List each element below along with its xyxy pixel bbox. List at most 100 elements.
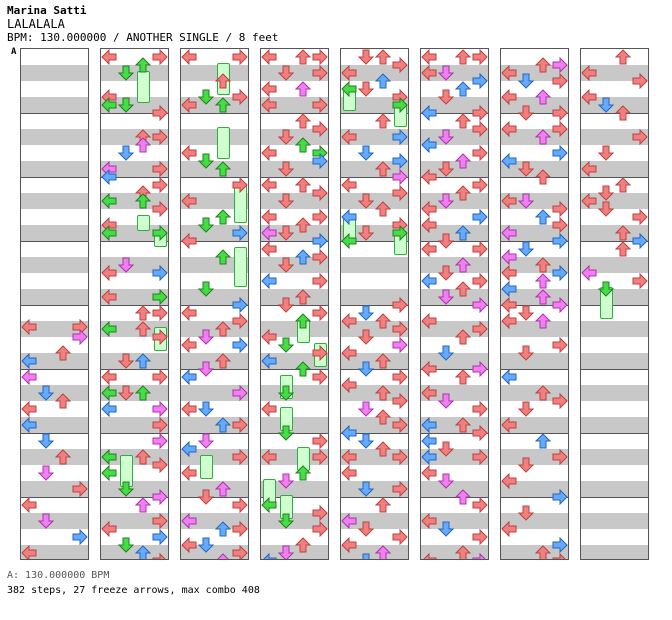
step-arrow-up-icon bbox=[535, 257, 551, 273]
step-arrow-up-icon bbox=[455, 49, 471, 65]
beat-stripe bbox=[341, 97, 408, 113]
step-arrow-up-icon bbox=[215, 209, 231, 225]
measure-line bbox=[181, 177, 248, 178]
step-arrow-right-icon bbox=[392, 153, 408, 169]
measure-line bbox=[581, 369, 648, 370]
measure-line bbox=[341, 369, 408, 370]
beat-stripe bbox=[261, 161, 328, 177]
step-arrow-up-icon bbox=[295, 537, 311, 553]
beat-stripe bbox=[261, 97, 328, 113]
step-arrow-up-icon bbox=[135, 497, 151, 513]
beat-stripe bbox=[421, 161, 488, 177]
beat-stripe bbox=[501, 257, 568, 273]
beat-stripe bbox=[341, 353, 408, 369]
beat-stripe bbox=[341, 289, 408, 305]
step-arrow-right-icon bbox=[232, 225, 248, 241]
step-arrow-left-icon bbox=[421, 433, 437, 449]
step-arrow-up-icon bbox=[135, 321, 151, 337]
measure-line bbox=[21, 433, 88, 434]
beat-stripe bbox=[181, 481, 248, 497]
step-arrow-up-icon bbox=[615, 49, 631, 65]
beat-stripe bbox=[261, 129, 328, 145]
beat-stripe bbox=[21, 353, 88, 369]
beat-stripe bbox=[501, 449, 568, 465]
beat-stripe bbox=[501, 417, 568, 433]
artist-name: Marina Satti bbox=[7, 4, 87, 17]
step-arrow-down-icon bbox=[278, 425, 294, 441]
step-arrow-up-icon bbox=[615, 105, 631, 121]
step-arrow-right-icon bbox=[152, 49, 168, 65]
step-arrow-right-icon bbox=[72, 329, 88, 345]
step-arrow-up-icon bbox=[535, 433, 551, 449]
step-arrow-down-icon bbox=[38, 465, 54, 481]
step-arrow-left-icon bbox=[421, 169, 437, 185]
step-arrow-down-icon bbox=[598, 281, 614, 297]
step-arrow-left-icon bbox=[501, 473, 517, 489]
step-arrow-left-icon bbox=[21, 369, 37, 385]
step-arrow-up-icon bbox=[455, 369, 471, 385]
step-arrow-left-icon bbox=[341, 129, 357, 145]
beat-stripe bbox=[101, 193, 168, 209]
step-arrow-right-icon bbox=[312, 233, 328, 249]
beat-stripe bbox=[421, 481, 488, 497]
step-arrow-up-icon bbox=[215, 73, 231, 89]
measure-line bbox=[341, 241, 408, 242]
measure-line bbox=[581, 113, 648, 114]
beat-stripe bbox=[421, 513, 488, 529]
beat-stripe bbox=[21, 225, 88, 241]
step-arrow-left-icon bbox=[181, 193, 197, 209]
beat-stripe bbox=[341, 481, 408, 497]
step-arrow-right-icon bbox=[312, 521, 328, 537]
beat-stripe bbox=[101, 129, 168, 145]
step-arrow-left-icon bbox=[101, 369, 117, 385]
beat-stripe bbox=[181, 449, 248, 465]
step-arrow-up-icon bbox=[375, 385, 391, 401]
measure-line bbox=[421, 113, 488, 114]
step-arrow-right-icon bbox=[632, 129, 648, 145]
step-arrow-left-icon bbox=[261, 49, 277, 65]
step-arrow-up-icon bbox=[215, 249, 231, 265]
step-arrow-left-icon bbox=[181, 337, 197, 353]
step-arrow-left-icon bbox=[341, 425, 357, 441]
step-arrow-right-icon bbox=[552, 73, 568, 89]
beat-stripe bbox=[581, 161, 648, 177]
step-arrow-right-icon bbox=[632, 273, 648, 289]
step-arrow-up-icon bbox=[615, 177, 631, 193]
beat-stripe bbox=[101, 545, 168, 559]
measure-line bbox=[501, 177, 568, 178]
step-arrow-left-icon bbox=[181, 305, 197, 321]
beat-stripe bbox=[261, 545, 328, 559]
step-arrow-right-icon bbox=[392, 529, 408, 545]
step-arrow-up-icon bbox=[295, 113, 311, 129]
step-arrow-left-icon bbox=[181, 401, 197, 417]
step-arrow-right-icon bbox=[312, 449, 328, 465]
step-arrow-right-icon bbox=[312, 209, 328, 225]
step-arrow-left-icon bbox=[261, 401, 277, 417]
step-arrow-up-icon bbox=[215, 353, 231, 369]
step-arrow-down-icon bbox=[358, 305, 374, 321]
step-arrow-left-icon bbox=[181, 49, 197, 65]
beat-stripe bbox=[581, 65, 648, 81]
step-arrow-right-icon bbox=[472, 425, 488, 441]
step-arrow-left-icon bbox=[501, 153, 517, 169]
step-arrow-down-icon bbox=[438, 265, 454, 281]
beat-stripe bbox=[181, 353, 248, 369]
step-arrow-up-icon bbox=[375, 353, 391, 369]
step-arrow-left-icon bbox=[581, 161, 597, 177]
measure-line bbox=[501, 497, 568, 498]
step-arrow-right-icon bbox=[72, 529, 88, 545]
beat-stripe bbox=[341, 225, 408, 241]
step-arrow-down-icon bbox=[518, 241, 534, 257]
step-arrow-up-icon bbox=[375, 313, 391, 329]
step-arrow-right-icon bbox=[312, 369, 328, 385]
beat-stripe bbox=[101, 225, 168, 241]
step-arrow-down-icon bbox=[198, 401, 214, 417]
step-arrow-up-icon bbox=[535, 89, 551, 105]
step-arrow-right-icon bbox=[152, 305, 168, 321]
step-arrow-right-icon bbox=[232, 417, 248, 433]
step-arrow-right-icon bbox=[392, 417, 408, 433]
beat-stripe bbox=[501, 385, 568, 401]
step-arrow-right-icon bbox=[232, 313, 248, 329]
beat-stripe bbox=[421, 65, 488, 81]
step-arrow-left-icon bbox=[501, 193, 517, 209]
